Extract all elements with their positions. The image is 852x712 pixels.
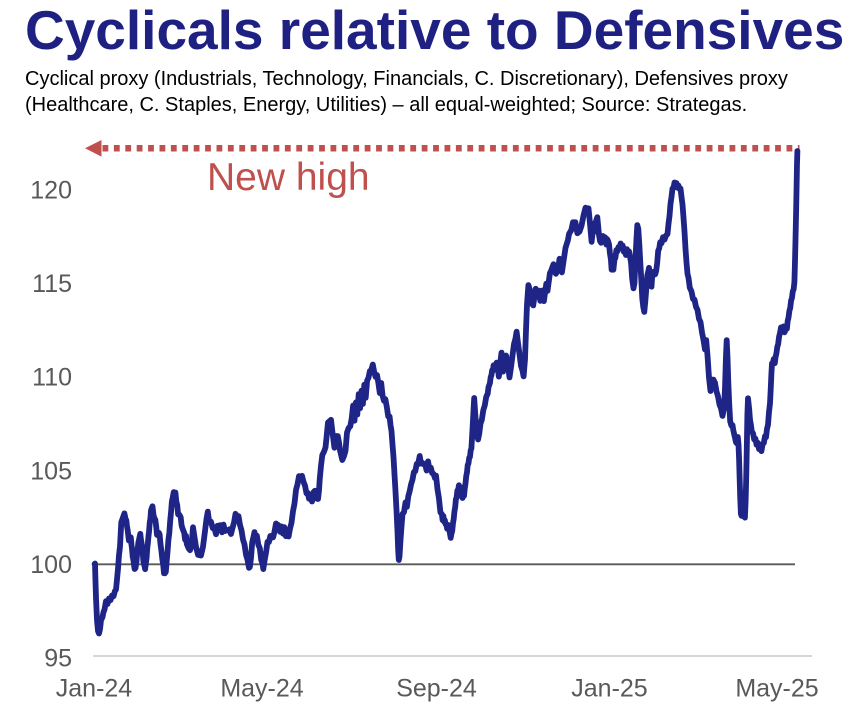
- svg-text:May-24: May-24: [220, 675, 303, 703]
- svg-text:105: 105: [30, 457, 72, 485]
- svg-text:100: 100: [30, 551, 72, 579]
- svg-text:Jan-24: Jan-24: [56, 675, 133, 703]
- svg-text:115: 115: [32, 270, 72, 298]
- svg-text:110: 110: [32, 364, 72, 392]
- svg-text:95: 95: [44, 645, 72, 673]
- svg-text:120: 120: [30, 176, 72, 204]
- svg-text:May-25: May-25: [735, 675, 818, 703]
- svg-text:Jan-25: Jan-25: [571, 675, 647, 703]
- svg-text:Sep-24: Sep-24: [396, 675, 477, 703]
